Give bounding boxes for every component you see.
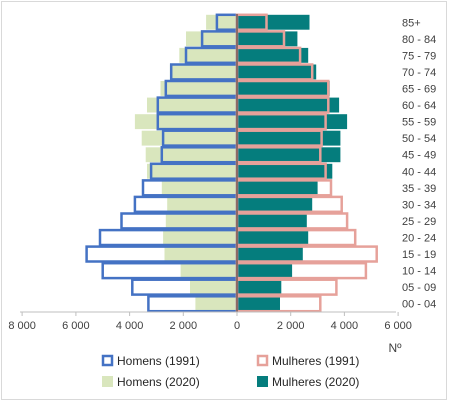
category-label-15-19: 15 - 19 xyxy=(402,249,436,261)
category-label-30-34: 30 - 34 xyxy=(402,199,436,211)
category-label-85: 85+ xyxy=(402,17,421,29)
legend-swatch-homens-1991 xyxy=(101,354,114,367)
category-label-75-79: 75 - 79 xyxy=(402,50,436,62)
bar-mulheres-2020-10-14 xyxy=(237,263,293,279)
bar-homens-2020-45-49 xyxy=(145,147,237,163)
legend-label-homens-2020: Homens (2020) xyxy=(117,375,200,389)
bar-mulheres-2020-05-09 xyxy=(237,279,282,295)
bar-homens-2020-75-79 xyxy=(179,47,237,63)
category-label-50-54: 50 - 54 xyxy=(402,133,436,145)
bar-homens-2020-35-39 xyxy=(161,180,237,196)
bar-mulheres-2020-30-34 xyxy=(237,196,313,212)
bar-homens-2020-55-59 xyxy=(134,114,237,130)
category-label-10-14: 10 - 14 xyxy=(402,266,436,278)
category-label-20-24: 20 - 24 xyxy=(402,233,436,245)
category-label-05-09: 05 - 09 xyxy=(402,282,436,294)
bar-homens-2020-00-04 xyxy=(195,296,237,312)
legend-label-mulheres-2020: Mulheres (2020) xyxy=(272,375,359,389)
bar-homens-2020-65-69 xyxy=(160,81,237,96)
category-label-45-49: 45 - 49 xyxy=(402,150,436,162)
bar-mulheres-2020-60-64 xyxy=(237,97,340,113)
bar-mulheres-2020-85 xyxy=(237,14,310,30)
x-axis-unit-label: Nº xyxy=(388,341,402,355)
x-tick-labels-group: 8 000 6 000 4 000 2 000 0 2 000 4 000 6 000 xyxy=(8,312,412,332)
x-tick-label: 6 000 xyxy=(62,320,90,332)
x-tick-label: 0 xyxy=(234,320,240,332)
bar-homens-2020-60-64 xyxy=(147,97,237,113)
x-tick-label: 2 000 xyxy=(170,320,198,332)
bar-mulheres-2020-50-54 xyxy=(237,130,341,146)
bar-mulheres-2020-45-49 xyxy=(237,147,341,163)
bar-homens-2020-30-34 xyxy=(167,196,237,212)
bar-mulheres-2020-35-39 xyxy=(237,180,318,196)
legend-swatch-homens-2020 xyxy=(102,376,113,387)
category-label-25-29: 25 - 29 xyxy=(402,216,436,228)
category-label-00-04: 00 - 04 xyxy=(402,299,436,311)
bars-2020-group xyxy=(134,14,348,312)
bar-homens-2020-15-19 xyxy=(164,246,237,262)
bar-homens-2020-70-74 xyxy=(169,64,237,80)
legend-label-mulheres-1991: Mulheres (1991) xyxy=(272,354,359,368)
x-tick-label: 8 000 xyxy=(8,320,36,332)
bar-mulheres-2020-40-44 xyxy=(237,163,333,179)
bar-mulheres-2020-25-29 xyxy=(237,213,307,229)
legend-swatch-mulheres-2020 xyxy=(257,376,268,387)
bar-mulheres-2020-75-79 xyxy=(237,47,309,63)
bar-homens-2020-25-29 xyxy=(165,213,237,229)
category-label-55-59: 55 - 59 xyxy=(402,117,436,129)
bar-mulheres-2020-70-74 xyxy=(237,64,317,80)
bar-mulheres-2020-55-59 xyxy=(237,114,348,130)
bar-mulheres-2020-80-84 xyxy=(237,31,298,47)
category-label-60-64: 60 - 64 xyxy=(402,100,436,112)
x-tick-label: 4 000 xyxy=(116,320,144,332)
category-label-40-44: 40 - 44 xyxy=(402,166,436,178)
category-label-80-84: 80 - 84 xyxy=(402,34,436,46)
category-label-65-69: 65 - 69 xyxy=(402,84,436,96)
bar-homens-2020-40-44 xyxy=(147,163,237,179)
bar-mulheres-2020-65-69 xyxy=(237,81,330,96)
bar-homens-2020-50-54 xyxy=(141,130,237,146)
bar-homens-2020-80-84 xyxy=(186,31,237,47)
bar-mulheres-2020-15-19 xyxy=(237,246,303,262)
legend-swatch-mulheres-1991 xyxy=(256,354,269,367)
category-label-35-39: 35 - 39 xyxy=(402,183,436,195)
x-tick-label: 2 000 xyxy=(277,320,305,332)
legend: Homens (1991) Mulheres (1991) Homens (2020… xyxy=(101,354,359,389)
category-labels-group: 00 - 04 05 - 09 10 - 14 15 - 19 20 - 24 25 - … xyxy=(402,17,436,310)
category-label-70-74: 70 - 74 xyxy=(402,67,436,79)
bar-mulheres-2020-20-24 xyxy=(237,230,309,245)
bar-homens-2020-10-14 xyxy=(180,263,237,279)
bar-homens-2020-85 xyxy=(206,14,237,30)
bar-mulheres-2020-00-04 xyxy=(237,296,280,312)
legend-label-homens-1991: Homens (1991) xyxy=(117,354,200,368)
bar-homens-2020-05-09 xyxy=(190,279,237,295)
x-tick-label: 4 000 xyxy=(331,320,359,332)
x-tick-label: 6 000 xyxy=(384,320,412,332)
bar-homens-2020-20-24 xyxy=(163,230,237,245)
